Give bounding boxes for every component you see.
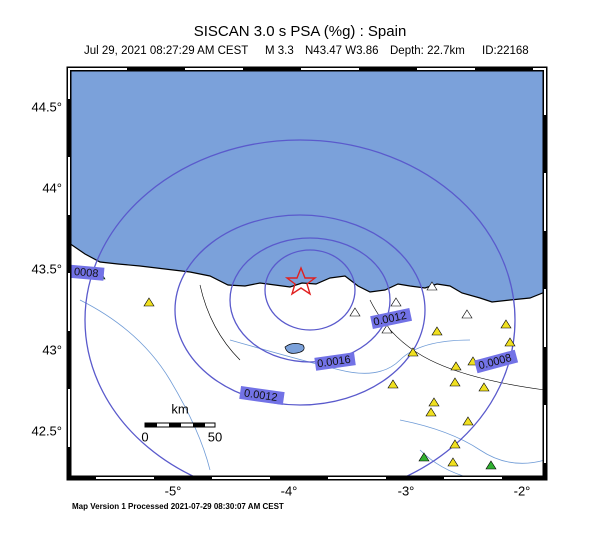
contour — [84, 139, 516, 478]
contour — [229, 237, 391, 363]
lon-label: -2° — [514, 483, 531, 498]
river — [399, 419, 545, 464]
contour-label: 0.0016 — [316, 354, 351, 371]
lon-label: -3° — [398, 483, 415, 498]
event-location: N43.47 W3.86 — [305, 45, 379, 57]
lat-label: 44.5° — [31, 99, 62, 114]
event-magnitude: M 3.3 — [265, 45, 294, 57]
event-depth: Depth: 22.7km — [390, 45, 465, 57]
contour-label: 0008 — [73, 266, 98, 280]
ocean — [69, 69, 545, 303]
contour — [264, 249, 356, 331]
frame-ticks — [68, 68, 546, 479]
lat-label: 43° — [42, 342, 62, 357]
lake — [284, 343, 305, 354]
lat-label: 44° — [42, 180, 62, 195]
lon-label: -4° — [281, 483, 298, 498]
contour-labels: 0008 0.0012 0.0016 0.0012 0.0008 — [69, 264, 519, 405]
scale-start: 0 — [141, 429, 148, 444]
lat-label: 42.5° — [31, 423, 62, 438]
lon-label: -5° — [165, 483, 182, 498]
event-date: Jul 29, 2021 08:27:29 AM CEST — [84, 45, 248, 57]
contour-label: 0.0012 — [243, 387, 278, 404]
map-area: 0008 0.0012 0.0016 0.0012 0.0008 km 0 50 — [69, 69, 545, 478]
event-id: ID:22168 — [482, 45, 529, 57]
footer: Map Version 1 Processed 2021-07-29 08:30… — [72, 502, 284, 511]
river — [79, 299, 211, 471]
scale-unit: km — [171, 401, 188, 416]
contour — [174, 214, 426, 406]
epicenter — [284, 266, 318, 296]
scale-end: 50 — [208, 429, 222, 444]
scale-bar: km 0 50 — [141, 401, 222, 444]
river — [229, 339, 471, 374]
title: SISCAN 3.0 s PSA (%g) : Spain — [194, 23, 407, 40]
lat-label: 43.5° — [31, 261, 62, 276]
